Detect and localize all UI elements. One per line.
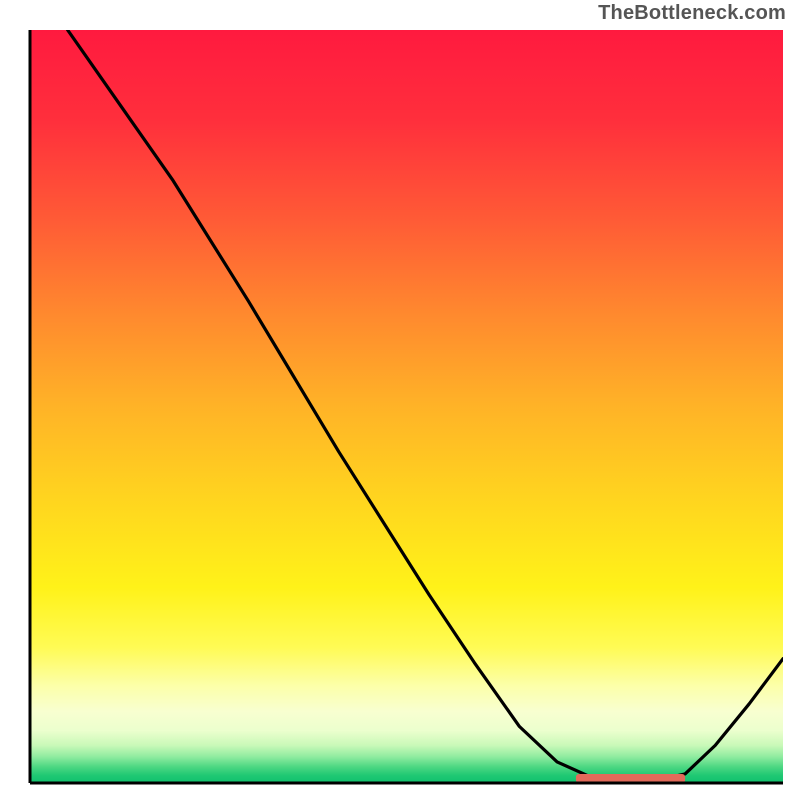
plot-background: [30, 30, 783, 783]
chart-container: TheBottleneck.com: [0, 0, 800, 800]
bottleneck-chart: [0, 0, 800, 800]
